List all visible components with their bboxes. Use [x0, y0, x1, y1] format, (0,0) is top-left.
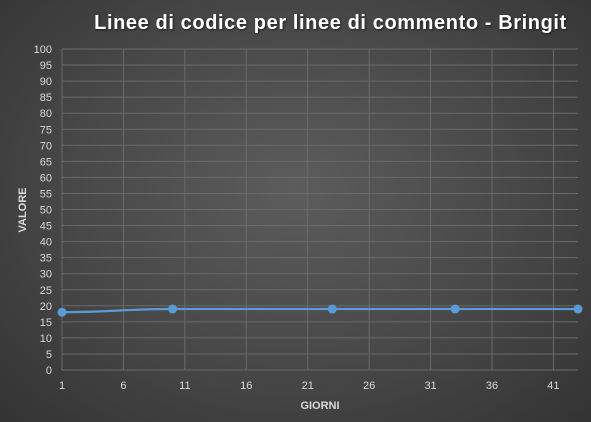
x-axis-title: GIORNI	[300, 400, 339, 412]
y-tick-label: 60	[40, 172, 52, 184]
grid-layer	[61, 48, 578, 371]
data-point	[327, 304, 337, 314]
chart-title: Linee di codice per linee di commento - …	[94, 12, 567, 34]
x-tick-label: 21	[302, 380, 314, 392]
x-tick-label: 1	[59, 380, 65, 392]
y-tick-label: 0	[46, 365, 52, 377]
y-tick-label: 100	[34, 44, 52, 56]
y-tick-label: 40	[40, 237, 52, 249]
data-point	[450, 304, 460, 314]
y-tick-label: 85	[40, 92, 52, 104]
x-tick-label: 26	[363, 380, 375, 392]
y-tick-label: 20	[40, 301, 52, 313]
y-tick-label: 80	[40, 108, 52, 120]
y-tick-label: 15	[40, 317, 52, 329]
data-point	[573, 304, 583, 314]
x-tick-label: 31	[424, 380, 436, 392]
x-tick-label: 16	[240, 380, 252, 392]
y-tick-label: 75	[40, 124, 52, 136]
y-tick-label: 50	[40, 205, 52, 217]
series-layer	[57, 304, 583, 317]
x-axis: 1 6 11 16 21 26 31 36 41	[59, 380, 560, 392]
x-tick-label: 41	[547, 380, 559, 392]
y-tick-label: 55	[40, 188, 52, 200]
y-tick-label: 30	[40, 269, 52, 281]
y-axis-title: VALORE	[17, 187, 29, 232]
series-line	[61, 307, 578, 314]
data-point	[57, 307, 67, 317]
x-tick-label: 11	[179, 380, 190, 392]
y-tick-label: 90	[40, 76, 52, 88]
y-tick-label: 35	[40, 253, 52, 265]
y-axis: 0 5 10 15 20 25 30 35 40 45 50 55 60 65 70 75 80 85 90 95 10…	[34, 44, 52, 377]
y-tick-label: 65	[40, 156, 52, 168]
y-tick-label: 10	[40, 333, 52, 345]
y-tick-label: 45	[40, 221, 52, 233]
x-tick-label: 36	[486, 380, 498, 392]
data-point	[168, 304, 178, 314]
y-tick-label: 70	[40, 140, 52, 152]
y-tick-label: 25	[40, 285, 52, 297]
x-tick-label: 6	[120, 380, 126, 392]
y-tick-label: 95	[40, 60, 52, 72]
y-tick-label: 5	[46, 349, 52, 361]
